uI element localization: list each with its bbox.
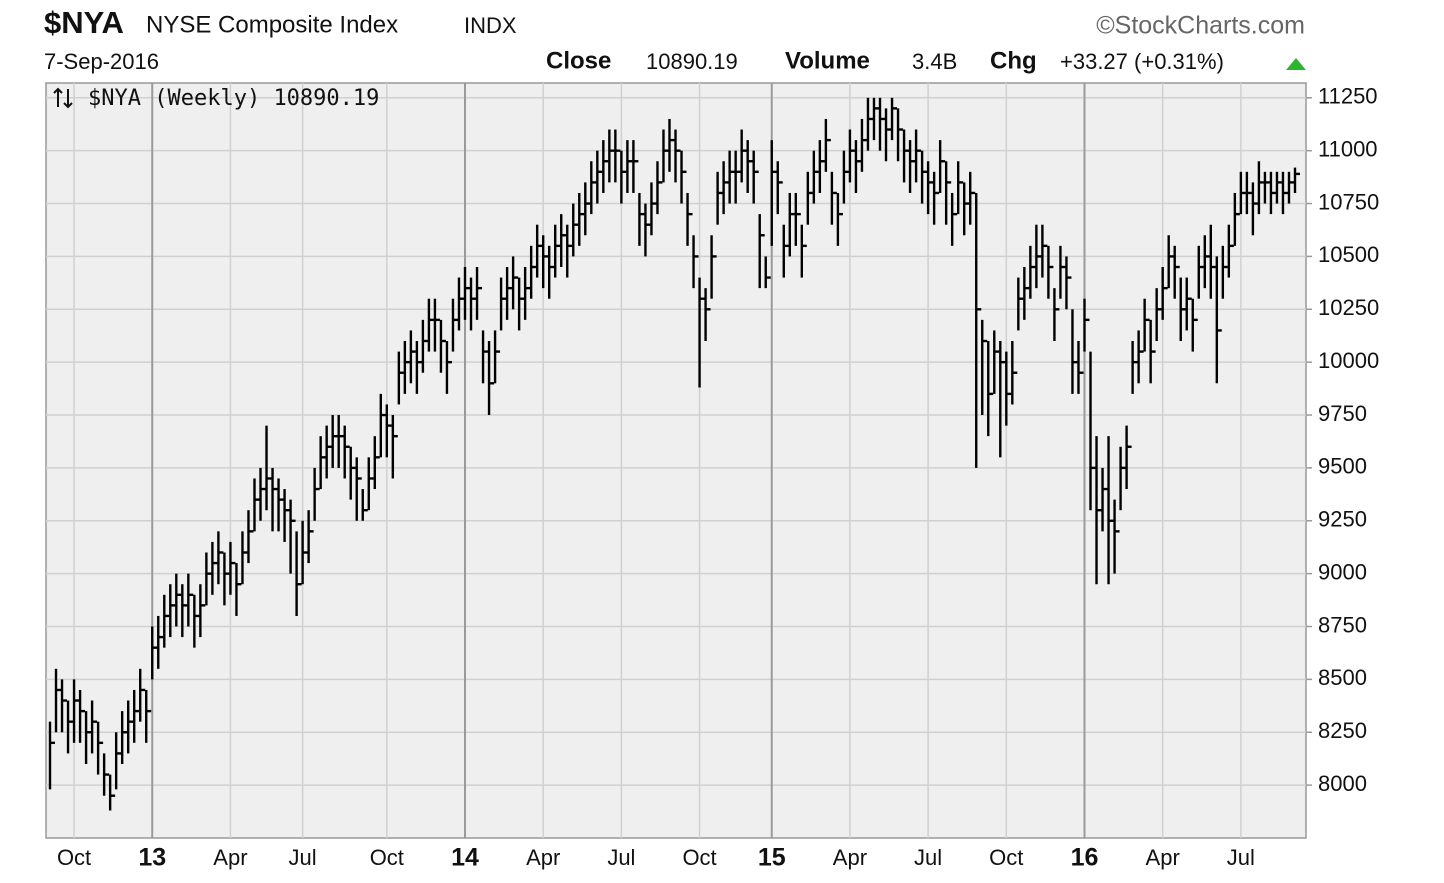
x-tick-label: Oct [682,845,716,870]
y-tick-label: 11000 [1318,136,1378,161]
y-tick-label: 8750 [1318,612,1367,637]
x-tick-label: 16 [1071,844,1099,872]
y-tick-label: 8000 [1318,771,1367,796]
x-tick-label: Oct [989,845,1023,870]
up-arrow [1286,58,1306,70]
volume-label: Volume [785,47,870,74]
y-tick-label: 10500 [1318,242,1379,267]
volume-value: 3.4B [912,49,957,74]
x-tick-label: 15 [758,844,786,872]
x-tick-label: 13 [138,844,166,872]
x-tick-label: Jul [1227,845,1255,870]
x-tick-label: Oct [57,845,91,870]
close-value: 10890.19 [646,49,738,74]
bars [48,97,1300,811]
legend: $NYA (Weekly) 10890.19 [53,86,379,111]
y-tick-label: 8500 [1318,665,1367,690]
legend-label: $NYA (Weekly) [88,86,260,111]
plot-area [45,82,1307,839]
x-tick-label: Jul [289,845,317,870]
x-tick-label: 14 [451,844,479,872]
change-label: Chg [990,47,1037,74]
x-tick-label: Apr [526,845,560,870]
date: 7-Sep-2016 [44,49,159,74]
symbol: $NYA [44,5,124,40]
y-tick-label: 9750 [1318,401,1367,426]
exchange: INDX [464,13,517,38]
y-tick-label: 10000 [1318,348,1379,373]
legend-value: 10890.19 [273,86,379,111]
y-tick-label: 10250 [1318,295,1379,320]
x-tick-label: Oct [370,845,404,870]
x-tick-label: Apr [1146,845,1180,870]
legend-icon [53,87,73,109]
x-tick-label: Jul [607,845,635,870]
close-label: Close [546,47,611,74]
legend-text: $NYA (Weekly) 10890.19 [88,86,379,111]
source: ©StockCharts.com [1096,12,1305,40]
y-tick-label: 11250 [1318,84,1378,109]
y-tick-label: 9250 [1318,507,1367,532]
y-tick-label: 10750 [1318,189,1379,214]
x-tick-label: Jul [914,845,942,870]
index-name: NYSE Composite Index [146,11,398,38]
y-tick-label: 9000 [1318,559,1367,584]
change-value: +33.27 (+0.31%) [1060,49,1224,74]
x-tick-label: Apr [833,845,867,870]
y-tick-label: 9500 [1318,454,1367,479]
x-tick-label: Apr [213,845,247,870]
y-tick-label: 8250 [1318,718,1367,743]
